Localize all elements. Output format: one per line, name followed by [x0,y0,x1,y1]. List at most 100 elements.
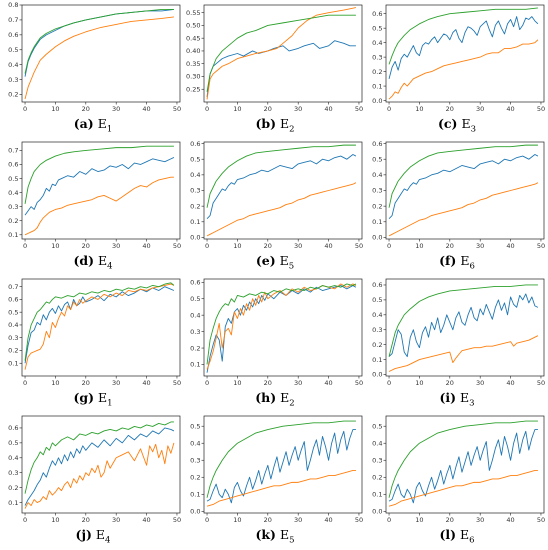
caption-subscript: 1 [107,398,113,409]
y-tick-label: 0.8 [8,1,18,9]
y-tick-label: 0.50 [186,22,200,30]
caption-name: E [460,253,470,268]
y-tick-label: 0.5 [190,295,200,303]
series-line-green [206,144,356,208]
y-tick-label: 0.6 [372,10,382,18]
x-tick-label: 20 [82,379,90,387]
x-tick-label: 50 [537,516,545,524]
series-line-blue [206,154,357,219]
chart-panel-a: 0 10 20 30 40 50 0.2 0.3 0.4 0.5 0.6 0.7 0.8 (a) E1 [2,1,184,139]
x-tick-label: 30 [112,379,120,387]
series-line-orange [206,470,356,507]
y-tick-label: 0.2 [190,473,200,481]
panel-caption: (a) E1 [2,116,184,136]
chart-svg-k: 0 10 20 30 40 50 0.0 0.1 0.2 0.3 0.4 0.5 [190,415,363,524]
caption-letter: (l) [439,527,457,542]
x-tick-label: 20 [264,105,272,113]
series-line-orange [388,182,539,237]
y-tick-label: 0.3 [190,187,200,195]
y-tick-label: 0.40 [186,47,200,55]
y-tick-label: 0.25 [186,85,200,93]
y-tick-label: 0.5 [190,422,200,430]
x-tick-label: 10 [415,516,423,524]
x-tick-label: 30 [476,379,484,387]
caption-name: E [461,116,471,131]
caption-name: E [460,390,470,405]
series-line-orange [24,176,174,236]
panel-caption: (b) E2 [184,116,366,136]
y-tick-label: 0.2 [190,202,200,210]
y-tick-label: 0.2 [8,484,18,492]
y-tick-label: 0.45 [186,34,200,42]
chart-panel-j: 0 10 20 30 40 50 0.1 0.2 0.3 0.4 0.5 0.6 (j) E4 [2,413,184,550]
caption-letter: (g) [73,390,95,405]
axes-frame [203,415,363,514]
caption-letter: (a) [73,116,94,131]
caption-name: E [280,390,290,405]
y-tick-label: 0.2 [8,91,18,99]
chart-panel-g: 0 10 20 30 40 50 0.1 0.2 0.3 0.4 0.5 0.6 0.7 (g) E1 [2,276,184,413]
y-tick-label: 0.0 [190,507,200,515]
caption-letter: (f) [439,253,457,268]
chart-panel-c: 0 10 20 30 40 50 0.0 0.1 0.2 0.3 0.4 0.5 0.6 (c) E3 [366,2,548,139]
series-line-blue [206,429,356,504]
y-tick-label: 0.1 [8,499,18,507]
x-tick-label: 0 [205,516,209,524]
series-line-blue [388,429,538,504]
x-tick-label: 40 [506,242,514,250]
chart-svg-b: 0 10 20 30 40 50 0.25 0.30 0.35 0.40 0.45 0.50 0.55 [186,4,363,113]
series-line-green [24,421,174,494]
x-tick-label: 0 [23,242,27,250]
x-tick-label: 10 [51,242,59,250]
x-tick-label: 50 [355,516,363,524]
caption-letter: (i) [439,390,457,405]
caption-name: E [280,116,290,131]
y-tick-label: 0.7 [8,16,18,24]
series-line-green [24,145,174,204]
y-tick-label: 0.1 [8,359,18,367]
y-tick-label: 0.5 [372,24,382,32]
y-tick-label: 0.5 [8,439,18,447]
series-line-orange [24,16,174,100]
y-tick-label: 0.1 [372,356,382,364]
y-tick-label: 0.1 [372,218,382,226]
y-tick-label: 0.4 [372,39,382,47]
y-tick-label: 0.3 [372,456,382,464]
caption-subscript: 1 [106,124,113,135]
y-tick-label: 0.0 [372,234,382,242]
x-tick-label: 10 [51,105,59,113]
x-tick-label: 30 [476,105,484,113]
series-line-blue [24,157,175,216]
x-tick-label: 20 [446,516,454,524]
chart-svg-l: 0 10 20 30 40 50 0.0 0.1 0.2 0.3 0.4 0.5 [372,415,545,524]
series-line-green [388,284,538,357]
caption-subscript: 2 [289,124,295,135]
x-tick-label: 10 [233,242,241,250]
axes-frame [385,415,545,514]
caption-subscript: 3 [470,124,476,135]
y-tick-label: 0.1 [190,218,200,226]
y-tick-label: 0.5 [8,46,18,54]
series-line-green [388,420,538,498]
y-tick-label: 0.3 [190,328,200,336]
chart-panel-i: 0 10 20 30 40 50 0.0 0.1 0.2 0.3 0.4 0.5 0.6 (i) E3 [366,276,548,413]
series-line-orange [388,335,539,372]
panel-caption: (k) E5 [184,527,366,547]
y-tick-label: 0.6 [372,281,382,289]
caption-subscript: 3 [469,398,475,409]
series-line-green [206,420,356,498]
y-tick-label: 0.4 [372,171,382,179]
series-line-green [206,14,356,92]
axes-frame [385,278,545,377]
x-tick-label: 50 [173,379,181,387]
x-tick-label: 0 [387,516,391,524]
caption-name: E [98,390,108,405]
y-tick-label: 0.5 [372,155,382,163]
y-tick-label: 0.7 [8,283,18,291]
y-tick-label: 0.3 [8,76,18,84]
y-tick-label: 0.6 [372,140,382,148]
x-tick-label: 30 [294,379,302,387]
panel-caption: (d) E4 [2,253,184,273]
panel-caption: (f) E6 [366,253,548,273]
y-tick-label: 0.0 [372,371,382,379]
